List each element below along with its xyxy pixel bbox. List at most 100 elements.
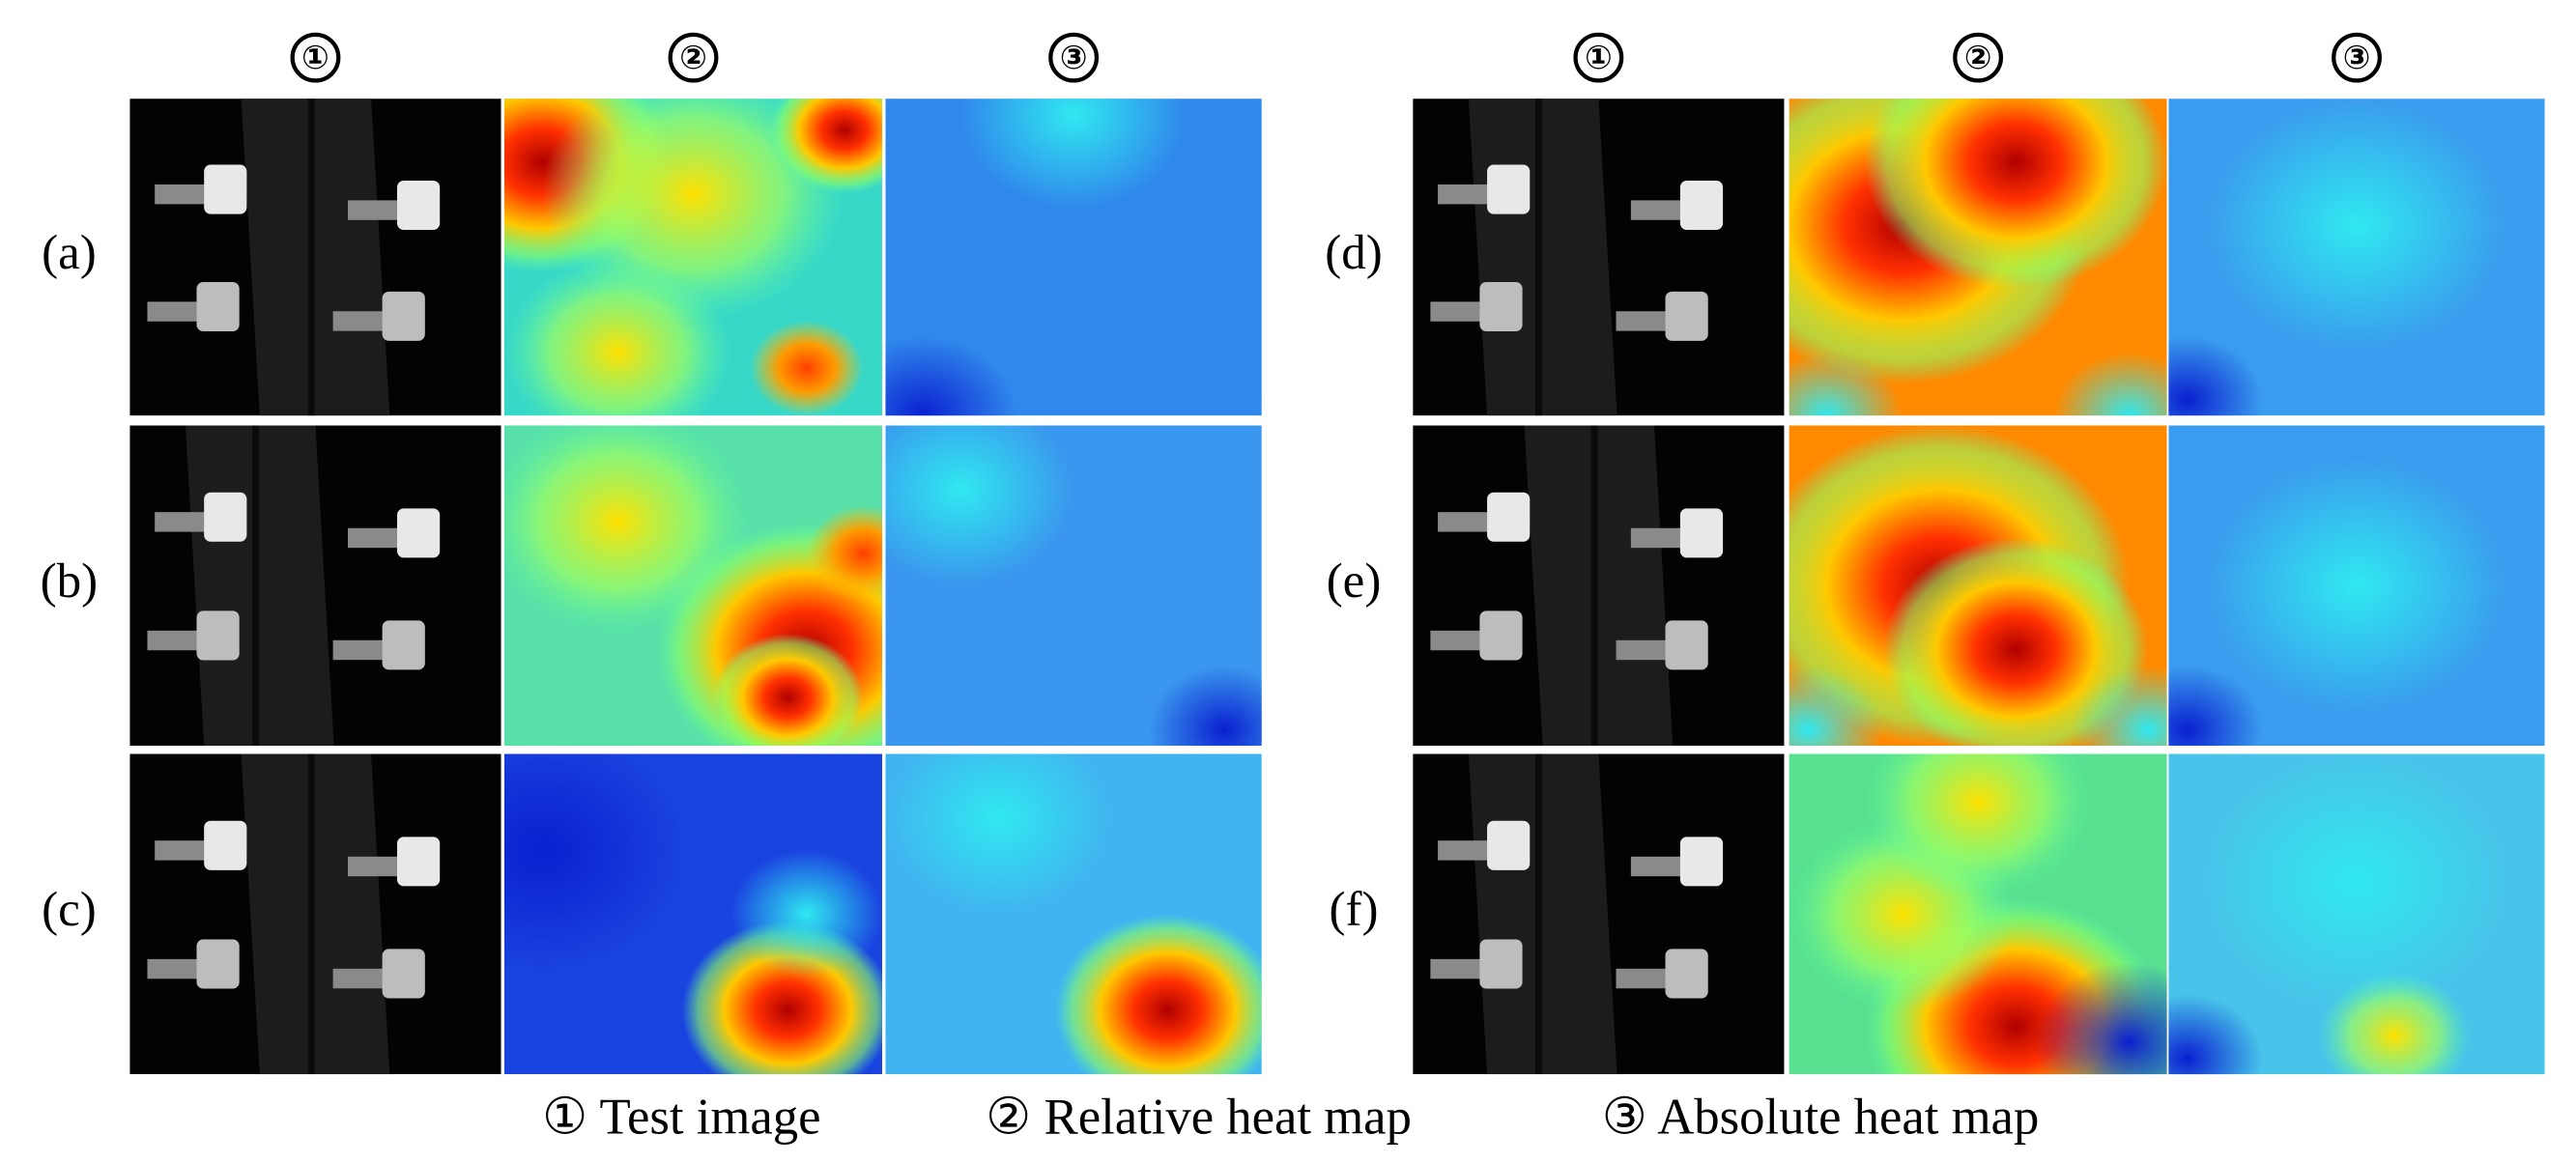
nut	[382, 620, 425, 670]
absolute-heat-map	[2168, 753, 2545, 1075]
heatmap-blob	[885, 336, 1017, 416]
legend-entry: ③ Absolute heat map	[1602, 1089, 2040, 1145]
nut	[396, 837, 441, 887]
row-label: (f)	[1330, 883, 1379, 937]
heatmap-blob	[503, 425, 751, 634]
rail-plate	[241, 753, 390, 1075]
heatmap-blob	[885, 425, 1074, 586]
nut	[396, 508, 441, 558]
nut	[196, 281, 240, 331]
column-header: ①	[301, 39, 329, 77]
rail-groove	[252, 425, 259, 747]
nut	[1665, 949, 1708, 999]
column-badge	[2332, 32, 2382, 83]
column-header: ③	[1060, 39, 1088, 77]
column-header: ②	[1964, 39, 1992, 77]
nut	[1479, 939, 1523, 989]
heatmap-blob	[1883, 537, 2149, 747]
row-label: (d)	[1325, 226, 1382, 280]
bolt-thread	[1616, 968, 1682, 989]
nut	[1487, 820, 1531, 870]
nut	[204, 820, 247, 870]
heatmap-blob	[2034, 962, 2167, 1075]
bolt-thread	[1630, 856, 1697, 877]
relative-heat-map	[1789, 99, 2167, 416]
heatmap-blob	[750, 320, 864, 416]
nut	[1487, 492, 1531, 542]
column-badge	[1048, 32, 1100, 83]
row-label: (c)	[42, 883, 97, 937]
heatmap-blob	[2168, 666, 2263, 747]
heatmap-blob	[712, 634, 864, 747]
absolute-heat-map	[2168, 425, 2545, 747]
row-label: (e)	[1327, 554, 1382, 609]
row-label: (b)	[41, 554, 98, 609]
bolt-thread	[1430, 301, 1497, 322]
nut	[204, 492, 247, 542]
nut	[204, 164, 247, 214]
nut	[382, 949, 425, 999]
row-label: (a)	[42, 226, 97, 280]
rail-groove	[307, 753, 315, 1075]
nut	[396, 180, 441, 230]
bolt-thread	[155, 840, 221, 861]
bolt-thread	[147, 958, 214, 979]
bolt-thread	[155, 184, 221, 205]
heatmap-blob	[885, 753, 1112, 915]
test-image	[1413, 753, 1785, 1075]
bolt-thread	[1616, 639, 1682, 661]
column-header: ②	[679, 39, 707, 77]
test-image	[129, 753, 501, 1075]
bolt-thread	[147, 301, 214, 322]
rail-groove	[307, 99, 315, 416]
bolt-thread	[1630, 527, 1697, 549]
test-image	[129, 99, 501, 416]
heatmap-blob	[2072, 666, 2167, 747]
heatmap-blob	[1864, 753, 2092, 898]
absolute-heat-map	[885, 753, 1262, 1075]
heatmap-blob	[1789, 666, 1884, 747]
absolute-heat-map	[885, 99, 1262, 416]
bolt-thread	[1430, 630, 1497, 651]
nut	[1487, 164, 1531, 214]
heatmap-blob	[2206, 457, 2507, 714]
heatmap-blob	[730, 849, 883, 979]
bolt-thread	[147, 630, 214, 651]
relative-heat-map	[1789, 753, 2167, 1075]
test-image	[1413, 425, 1785, 747]
heatmap-blob	[2206, 753, 2507, 1010]
rail-plate	[1468, 753, 1617, 1075]
heatmap-blob	[768, 99, 883, 194]
heatmap-blob	[806, 505, 883, 602]
heatmap-blob	[1789, 352, 1903, 416]
rail-plate	[1468, 99, 1617, 416]
bolt-thread	[1430, 958, 1497, 979]
relative-heat-map	[503, 425, 883, 747]
nut	[1479, 610, 1523, 661]
bolt-thread	[1616, 311, 1682, 331]
test-image	[1413, 99, 1785, 416]
column-badge	[668, 32, 719, 83]
nut	[196, 939, 240, 989]
column-header: ①	[1585, 39, 1613, 77]
legend-entry: ① Test image	[542, 1089, 820, 1145]
column-badge	[290, 32, 341, 83]
heatmap-blob	[1864, 99, 2167, 289]
test-image	[129, 425, 501, 747]
nut	[1679, 837, 1724, 887]
rail-plate	[1524, 425, 1674, 747]
relative-heat-map	[503, 753, 883, 1075]
absolute-heat-map	[885, 425, 1262, 747]
nut	[196, 610, 240, 661]
relative-heat-map	[503, 99, 883, 416]
heatmap-blob	[504, 257, 731, 416]
heatmap-blob	[2053, 352, 2167, 416]
column-badge	[1573, 32, 1624, 83]
absolute-heat-map	[2168, 99, 2545, 416]
nut	[1479, 281, 1523, 331]
bolt-thread	[1630, 200, 1697, 220]
rail-plate	[185, 425, 334, 747]
legend-entry: ② Relative heat map	[986, 1089, 1412, 1145]
heatmap-blob	[2168, 994, 2263, 1075]
nut	[1665, 291, 1708, 341]
